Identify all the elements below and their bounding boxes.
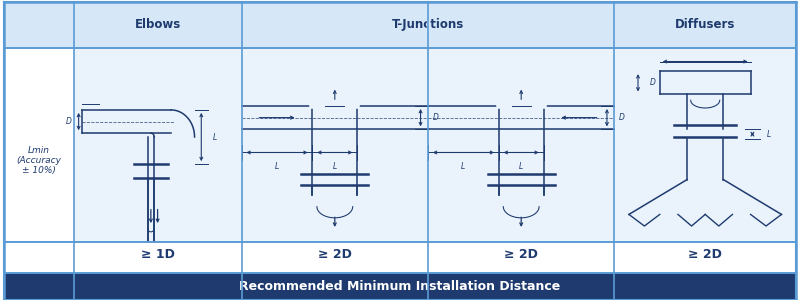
FancyBboxPatch shape xyxy=(614,48,796,242)
Text: D: D xyxy=(619,113,625,122)
FancyBboxPatch shape xyxy=(242,48,428,242)
Text: D: D xyxy=(650,78,655,87)
Text: D: D xyxy=(66,117,71,126)
Text: D: D xyxy=(433,113,438,122)
Text: L: L xyxy=(519,161,523,170)
Text: Diffusers: Diffusers xyxy=(675,18,735,31)
FancyBboxPatch shape xyxy=(4,273,796,300)
Text: T-Junctions: T-Junctions xyxy=(392,18,464,31)
Text: Lmin
(Accuracy
± 10%): Lmin (Accuracy ± 10%) xyxy=(16,146,62,176)
Text: L: L xyxy=(766,130,771,139)
Text: ≥ 2D: ≥ 2D xyxy=(504,248,538,261)
Text: ≥ 2D: ≥ 2D xyxy=(688,248,722,261)
Text: Recommended Minimum Installation Distance: Recommended Minimum Installation Distanc… xyxy=(239,280,561,293)
Text: ≥ 2D: ≥ 2D xyxy=(318,248,352,261)
Text: L: L xyxy=(275,161,279,170)
FancyBboxPatch shape xyxy=(4,2,796,48)
Text: L: L xyxy=(333,161,337,170)
Text: Elbows: Elbows xyxy=(134,18,181,31)
FancyBboxPatch shape xyxy=(74,48,242,242)
FancyBboxPatch shape xyxy=(4,2,796,300)
Text: L: L xyxy=(462,161,466,170)
Text: L: L xyxy=(213,133,217,142)
Text: ≥ 1D: ≥ 1D xyxy=(141,248,174,261)
FancyBboxPatch shape xyxy=(428,48,614,242)
